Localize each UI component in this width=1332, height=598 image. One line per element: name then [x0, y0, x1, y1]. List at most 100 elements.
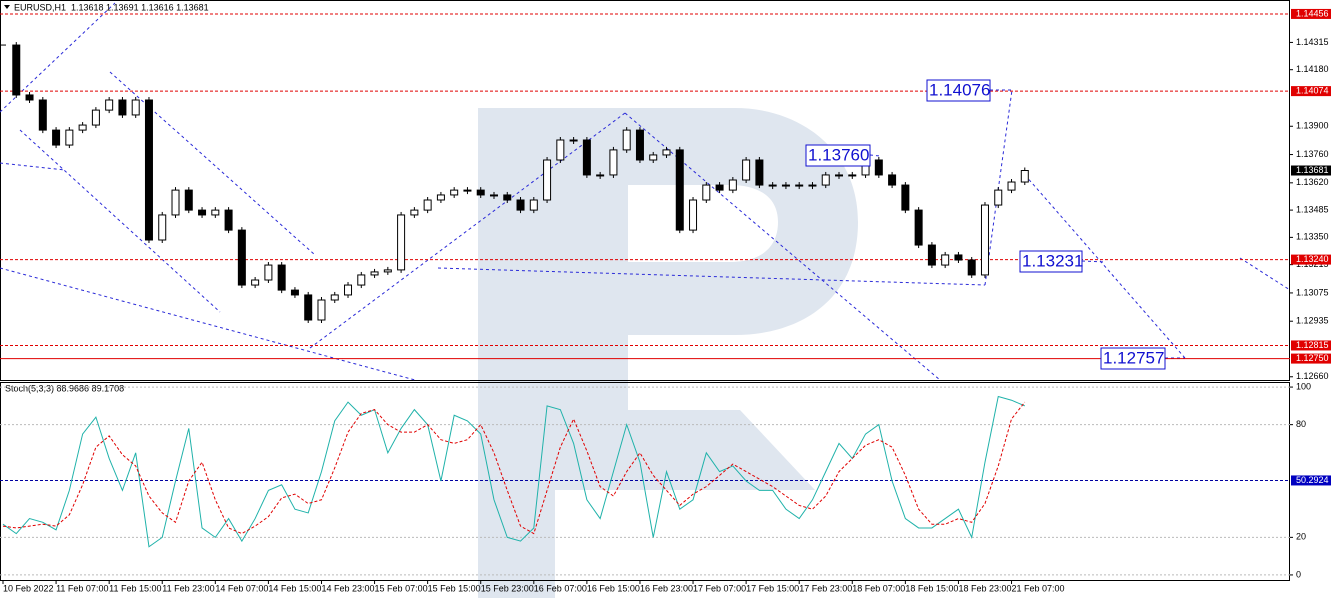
candle — [503, 194, 512, 201]
candle — [516, 199, 525, 211]
x-tick-label: 11 Feb 23:00 — [162, 583, 214, 593]
candle — [144, 99, 153, 241]
candle — [728, 179, 737, 191]
candle — [251, 279, 260, 286]
x-tick-label: 21 Feb 07:00 — [1012, 583, 1065, 593]
candle — [131, 99, 140, 116]
candle — [808, 184, 817, 187]
candle — [184, 189, 193, 211]
stoch-line — [2, 395, 1025, 548]
candle — [689, 199, 698, 231]
candle — [476, 189, 485, 196]
candle — [370, 271, 379, 276]
candle — [529, 199, 538, 211]
candle — [1007, 181, 1016, 191]
watermark — [478, 108, 858, 598]
y-tick-label: 1.13760 — [1296, 149, 1329, 159]
candle — [702, 184, 711, 201]
x-tick-label: 14 Feb 07:00 — [215, 583, 268, 593]
level-label-box — [1291, 86, 1331, 97]
x-tick-label: 16 Feb 07:00 — [534, 583, 587, 593]
candle — [901, 184, 910, 211]
current-price-box — [1291, 165, 1331, 176]
candle — [848, 174, 857, 177]
y-tick-label: 1.12660 — [1296, 371, 1329, 381]
x-tick-label: 16 Feb 23:00 — [640, 583, 693, 593]
annotation-box — [1100, 347, 1166, 370]
annotation-box — [1019, 250, 1083, 273]
candle — [649, 154, 658, 161]
annotation: 1.12757 — [1103, 348, 1164, 367]
candle — [423, 199, 432, 211]
y-tick-label: 100 — [1296, 381, 1311, 391]
x-tick-label: 10 Feb 2022 — [3, 583, 54, 593]
candle — [317, 299, 326, 321]
level-label-box — [1291, 353, 1331, 364]
current-price-label: 1.13681 — [1296, 165, 1329, 175]
annotation-box — [926, 79, 991, 102]
candle — [543, 159, 552, 201]
menu-arrow[interactable] — [4, 5, 10, 9]
candle — [781, 184, 790, 187]
y-tick-label: 1.13485 — [1296, 204, 1329, 214]
candle — [596, 174, 605, 177]
candle — [609, 149, 618, 176]
candle — [65, 129, 74, 146]
x-tick-label: 17 Feb 15:00 — [746, 583, 799, 593]
candle — [662, 149, 671, 156]
annotation: 1.13760 — [808, 145, 869, 164]
candle — [290, 289, 299, 296]
x-tick-label: 18 Feb 07:00 — [852, 583, 905, 593]
candle — [78, 124, 87, 131]
y-tick-label: 1.13075 — [1296, 287, 1329, 297]
level-label: 1.13240 — [1296, 254, 1329, 264]
candle — [38, 99, 47, 131]
candle — [25, 94, 34, 101]
level-label: 1.12750 — [1296, 353, 1329, 363]
x-tick-label: 15 Feb 23:00 — [481, 583, 534, 593]
y-tick-label: 1.14180 — [1296, 64, 1329, 74]
candle — [198, 209, 207, 216]
annotation: 1.14076 — [929, 80, 990, 99]
annotation: 1.13231 — [1022, 251, 1083, 270]
level-label: 1.14074 — [1296, 85, 1329, 95]
y-tick-label: 80 — [1296, 419, 1306, 429]
y-tick-label: 1.13620 — [1296, 177, 1329, 187]
x-tick-label: 17 Feb 07:00 — [693, 583, 746, 593]
candle — [569, 139, 578, 142]
candle — [330, 294, 339, 301]
candle — [237, 229, 246, 286]
symbol-header: EURUSD,H1 1.13618 1.13691 1.13616 1.1368… — [14, 2, 209, 12]
level-label-box — [1291, 8, 1331, 19]
candle — [675, 149, 684, 231]
x-tick-label: 14 Feb 15:00 — [268, 583, 321, 593]
candle — [105, 99, 114, 111]
candle — [835, 174, 844, 177]
candle — [489, 194, 498, 197]
x-tick-label: 16 Feb 15:00 — [587, 583, 640, 593]
candle — [436, 194, 445, 201]
y-tick-label: 1.13900 — [1296, 121, 1329, 131]
y-tick-label: 1.14315 — [1296, 37, 1329, 47]
candle — [994, 189, 1003, 206]
annotation-box — [805, 144, 871, 167]
stoch-line — [2, 401, 1026, 535]
candle — [410, 209, 419, 216]
candle — [344, 284, 353, 296]
candle — [450, 189, 459, 196]
candle — [91, 109, 100, 126]
candle — [715, 184, 724, 191]
candle — [304, 294, 313, 321]
stoch-header: Stoch(5,3,3) 88.9686 89.1708 — [5, 383, 124, 393]
candle — [622, 129, 631, 151]
stoch-frame — [0, 382, 1290, 581]
candle — [211, 209, 220, 216]
level-label: 50.2924 — [1296, 475, 1329, 485]
candle — [52, 129, 61, 146]
level-label-box — [1291, 475, 1331, 486]
candle — [397, 214, 406, 271]
candle — [742, 159, 751, 181]
x-tick-label: 18 Feb 23:00 — [958, 583, 1011, 593]
candle — [12, 44, 21, 96]
